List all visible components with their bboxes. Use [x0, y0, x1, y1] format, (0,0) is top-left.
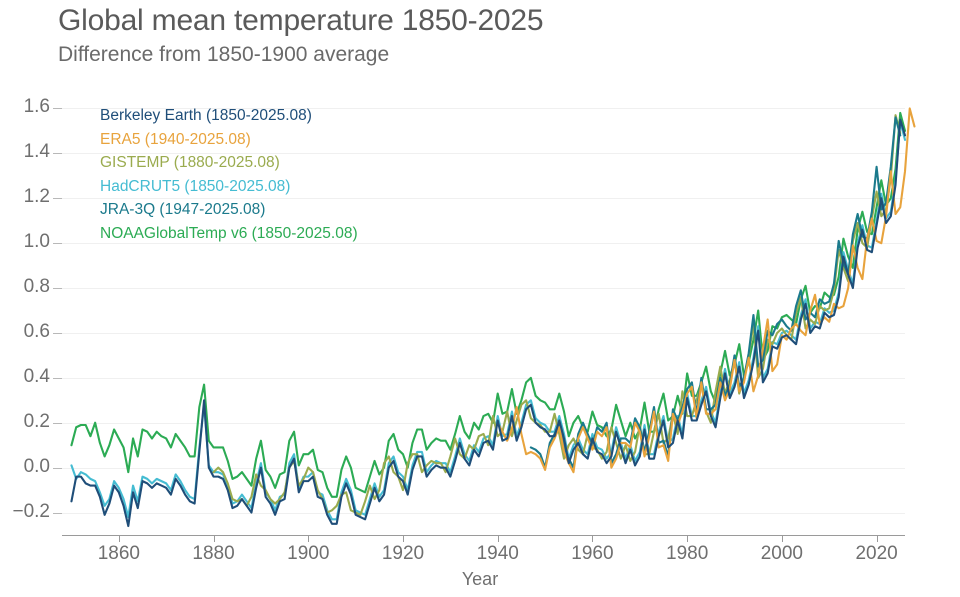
- x-tick-label: 1900: [287, 543, 330, 564]
- legend-item[interactable]: JRA-3Q (1947-2025.08): [100, 201, 266, 218]
- y-tick-label: 1.0: [23, 231, 50, 253]
- gridline: [62, 422, 905, 424]
- x-tick-mark: [213, 536, 215, 542]
- gridline: [62, 153, 905, 155]
- legend-item[interactable]: NOAAGlobalTemp v6 (1850-2025.08): [100, 224, 358, 242]
- gridline: [62, 512, 905, 514]
- y-tick-label: 0.8: [23, 276, 50, 298]
- x-tick-label: 1980: [666, 543, 709, 564]
- y-tick-label: 1.4: [23, 141, 50, 163]
- y-tick-label: 0.2: [23, 410, 50, 432]
- y-tick-mark: [53, 377, 62, 379]
- x-tick-mark: [308, 536, 310, 542]
- legend-item[interactable]: Berkeley Earth (1850-2025.08): [100, 107, 312, 124]
- gridline: [62, 467, 905, 469]
- x-tick-label: 2000: [760, 543, 803, 564]
- y-tick-mark: [53, 512, 62, 514]
- y-tick-mark: [53, 422, 62, 424]
- gridline: [62, 243, 905, 245]
- y-tick-label: 0.4: [23, 365, 50, 387]
- x-axis-line: [62, 535, 905, 536]
- y-tick-mark: [53, 467, 62, 469]
- x-tick-label: 1860: [97, 543, 140, 564]
- series-line: [70, 120, 907, 521]
- y-tick-mark: [53, 243, 62, 245]
- gridline: [62, 377, 905, 379]
- x-tick-label: 1960: [571, 543, 614, 564]
- series-line: [212, 114, 902, 516]
- chart-title: Global mean temperature 1850-2025: [58, 4, 544, 37]
- y-tick-label: 1.6: [23, 96, 50, 118]
- x-tick-label: 2020: [855, 543, 898, 564]
- y-tick-mark: [53, 198, 62, 200]
- y-tick-label: 1.2: [23, 186, 50, 208]
- y-tick-mark: [53, 288, 62, 290]
- x-tick-mark: [402, 536, 404, 542]
- x-tick-mark: [781, 536, 783, 542]
- y-tick-label: −0.2: [12, 500, 50, 522]
- x-tick-mark: [592, 536, 594, 542]
- legend-item[interactable]: GISTEMP (1880-2025.08): [100, 154, 280, 171]
- gridline: [62, 332, 905, 334]
- x-tick-label: 1880: [192, 543, 235, 564]
- y-tick-mark: [53, 153, 62, 155]
- series-line: [70, 118, 907, 528]
- x-tick-mark: [497, 536, 499, 542]
- x-tick-mark: [876, 536, 878, 542]
- legend-item[interactable]: ERA5 (1940-2025.08): [100, 130, 251, 148]
- x-tick-mark: [687, 536, 689, 542]
- x-tick-label: 1940: [476, 543, 519, 564]
- x-axis-label: Year: [461, 569, 499, 589]
- y-tick-mark: [53, 108, 62, 110]
- legend-item[interactable]: HadCRUT5 (1850-2025.08): [100, 177, 291, 195]
- y-tick-label: 0.0: [23, 455, 50, 477]
- gridline: [62, 198, 905, 200]
- legend: Berkeley Earth (1850-2025.08) ERA5 (1940-…: [100, 104, 358, 245]
- chart-subtitle: Difference from 1850-1900 average: [58, 43, 390, 66]
- series-line: [529, 116, 902, 469]
- plot-area: [62, 95, 916, 535]
- x-tick-label: 1920: [381, 543, 425, 564]
- gridline: [62, 288, 905, 290]
- gridline: [62, 108, 905, 110]
- y-tick-label: 0.6: [23, 320, 50, 342]
- y-tick-mark: [53, 332, 62, 334]
- series-lines: [70, 107, 916, 528]
- x-tick-mark: [118, 536, 120, 542]
